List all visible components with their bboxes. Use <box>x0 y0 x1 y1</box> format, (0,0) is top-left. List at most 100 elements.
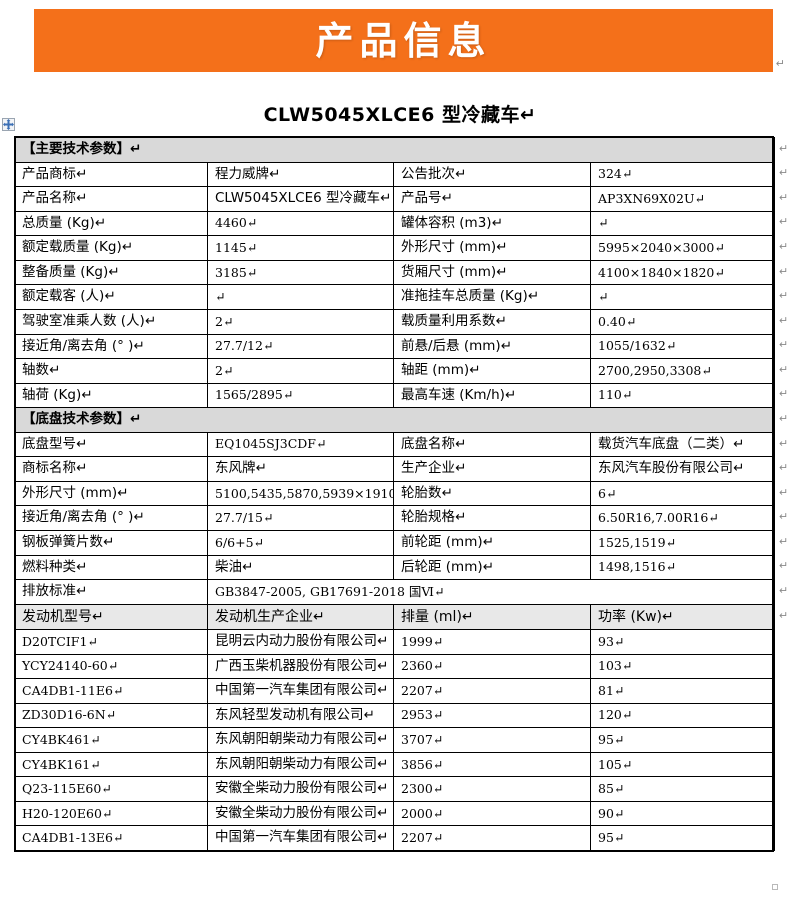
section-header-row: 【主要技术参数】↵ <box>14 137 775 163</box>
section-header-main-params: 【主要技术参数】↵ <box>14 137 775 163</box>
paragraph-mark-icon: ↵ <box>779 412 789 425</box>
param-label: 准拖挂车总质量 (Kg)↵ <box>393 284 591 310</box>
paragraph-mark-icon: ↵ <box>779 290 789 303</box>
param-label: 底盘名称↵ <box>393 431 591 458</box>
document-end-mark <box>772 884 778 890</box>
param-value: 2700,2950,3308↵ <box>590 358 775 384</box>
engine-table-row: CY4BK461↵ 东风朝阳朝柴动力有限公司↵ 3707↵ 95↵ <box>14 727 775 753</box>
engine-table-row: CA4DB1-11E6↵ 中国第一汽车集团有限公司↵ 2207↵ 81↵ <box>14 678 775 704</box>
table-row: 驾驶室准乘人数 (人)↵ 2↵ 载质量利用系数↵ 0.40↵ <box>14 308 775 335</box>
param-value: 4100×1840×1820↵ <box>590 259 775 286</box>
param-label: 底盘型号↵ <box>14 431 208 458</box>
engine-manufacturer: 东风朝阳朝柴动力有限公司↵ <box>207 727 394 753</box>
paragraph-mark-icon: ↵ <box>779 609 789 622</box>
paragraph-mark-icon: ↵ <box>779 535 789 548</box>
paragraph-mark-icon: ↵ <box>779 462 789 475</box>
param-value: 东风汽车股份有限公司↵ <box>590 456 775 482</box>
engine-power: 105↵ <box>590 751 775 778</box>
engine-manufacturer: 广西玉柴机器股份有限公司↵ <box>207 653 394 680</box>
param-value: 1565/2895↵ <box>207 382 394 409</box>
engine-column-header: 排量 (ml)↵ <box>393 603 591 630</box>
param-value: 4460↵ <box>207 210 394 237</box>
param-label: 接近角/离去角 (° )↵ <box>14 333 208 360</box>
engine-model: CY4BK461↵ <box>14 727 208 753</box>
param-label: 轴荷 (Kg)↵ <box>14 382 208 409</box>
param-label: 最高车速 (Km/h)↵ <box>393 382 591 409</box>
table-row: 外形尺寸 (mm)↵5100,5435,5870,5939×1910,1940×… <box>14 480 775 507</box>
section-header-row: 【底盘技术参数】↵ <box>14 407 775 433</box>
param-label: 燃料种类↵ <box>14 554 208 581</box>
engine-displacement: 2207↵ <box>393 678 591 704</box>
engine-manufacturer: 中国第一汽车集团有限公司↵ <box>207 825 394 852</box>
param-label: 外形尺寸 (mm)↵ <box>393 235 591 261</box>
param-value: 27.7/12↵ <box>207 333 394 360</box>
param-label: 轮胎规格↵ <box>393 505 591 531</box>
engine-displacement: 2000↵ <box>393 800 591 827</box>
paragraph-mark-icon: ↵ <box>779 339 789 352</box>
paragraph-mark-icon: ↵ <box>779 437 789 450</box>
table-row: 钢板弹簧片数↵ 6/6+5↵ 前轮距 (mm)↵ 1525,1519↵ <box>14 530 775 556</box>
param-value: 0.40↵ <box>590 308 775 335</box>
engine-table-row: Q23-115E60↵ 安徽全柴动力股份有限公司↵ 2300↵ 85↵ <box>14 776 775 802</box>
paragraph-mark-icon: ↵ <box>779 511 789 524</box>
param-label: 总质量 (Kg)↵ <box>14 210 208 237</box>
param-label: 轮胎数↵ <box>393 480 591 507</box>
param-value: 2↵ <box>207 358 394 384</box>
param-label: 罐体容积 (m3)↵ <box>393 210 591 237</box>
engine-power: 85↵ <box>590 776 775 802</box>
paragraph-mark-icon: ↵ <box>779 363 789 376</box>
param-value: 5100,5435,5870,5939×1910,1940×2120,2200,… <box>207 480 394 507</box>
param-label: 额定载客 (人)↵ <box>14 284 208 310</box>
engine-displacement: 1999↵ <box>393 628 591 655</box>
engine-displacement: 2207↵ <box>393 825 591 852</box>
param-value: ↵ <box>590 284 775 310</box>
param-value: ↵ <box>590 210 775 237</box>
engine-displacement: 2953↵ <box>393 702 591 729</box>
param-value: 6.50R16,7.00R16↵ <box>590 505 775 531</box>
param-value: 6/6+5↵ <box>207 530 394 556</box>
param-value: 1498,1516↵ <box>590 554 775 581</box>
engine-column-header: 发动机型号↵ <box>14 603 208 630</box>
param-label: 前悬/后悬 (mm)↵ <box>393 333 591 360</box>
param-label: 公告批次↵ <box>393 161 591 188</box>
engine-column-header: 发动机生产企业↵ <box>207 603 394 630</box>
table-row: 总质量 (Kg)↵ 4460↵ 罐体容积 (m3)↵ ↵ <box>14 210 775 237</box>
param-value: 3185↵ <box>207 259 394 286</box>
engine-displacement: 3707↵ <box>393 727 591 753</box>
param-value: 6↵ <box>590 480 775 507</box>
engine-model: H20-120E60↵ <box>14 800 208 827</box>
engine-model: D20TCIF1↵ <box>14 628 208 655</box>
paragraph-mark-icon: ↵ <box>779 265 789 278</box>
engine-table-row: H20-120E60↵ 安徽全柴动力股份有限公司↵ 2000↵ 90↵ <box>14 800 775 827</box>
table-move-handle-icon[interactable] <box>2 118 15 131</box>
engine-model: ZD30D16-6N↵ <box>14 702 208 729</box>
page-title: CLW5045XLCE6 型冷藏车↵ <box>263 104 537 126</box>
param-value: GB3847-2005, GB17691-2018 国Ⅵ↵ <box>207 579 775 605</box>
engine-column-header: 功率 (Kw)↵ <box>590 603 775 630</box>
param-label: 载质量利用系数↵ <box>393 308 591 335</box>
table-row: 接近角/离去角 (° )↵ 27.7/15↵ 轮胎规格↵ 6.50R16,7.00R1… <box>14 505 775 531</box>
param-value: 1055/1632↵ <box>590 333 775 360</box>
paragraph-mark-icon: ↵ <box>779 216 789 229</box>
param-value: 2↵ <box>207 308 394 335</box>
engine-power: 93↵ <box>590 628 775 655</box>
param-label: 驾驶室准乘人数 (人)↵ <box>14 308 208 335</box>
engine-manufacturer: 中国第一汽车集团有限公司↵ <box>207 678 394 704</box>
engine-power: 81↵ <box>590 678 775 704</box>
table-row: 额定载质量 (Kg)↵ 1145↵ 外形尺寸 (mm)↵ 5995×2040×3000… <box>14 235 775 261</box>
table-row: 底盘型号↵ EQ1045SJ3CDF↵ 底盘名称↵ 载货汽车底盘（二类）↵ <box>14 431 775 458</box>
param-label: 额定载质量 (Kg)↵ <box>14 235 208 261</box>
param-label: 钢板弹簧片数↵ <box>14 530 208 556</box>
product-info-banner: 产品信息 ↵ <box>34 9 785 72</box>
engine-table-row: YCY24140-60↵ 广西玉柴机器股份有限公司↵ 2360↵ 103↵ <box>14 653 775 680</box>
banner-background: 产品信息 <box>34 9 773 72</box>
param-value: 程力威牌↵ <box>207 161 394 188</box>
engine-model: Q23-115E60↵ <box>14 776 208 802</box>
engine-table-header-row: 发动机型号↵ 发动机生产企业↵ 排量 (ml)↵ 功率 (Kw)↵ <box>14 603 775 630</box>
paragraph-mark-icon: ↵ <box>779 142 789 155</box>
param-value: 1525,1519↵ <box>590 530 775 556</box>
param-value: 324↵ <box>590 161 775 188</box>
table-row: 轴数↵ 2↵ 轴距 (mm)↵ 2700,2950,3308↵ <box>14 358 775 384</box>
param-label: 接近角/离去角 (° )↵ <box>14 505 208 531</box>
engine-model: CA4DB1-13E6↵ <box>14 825 208 852</box>
